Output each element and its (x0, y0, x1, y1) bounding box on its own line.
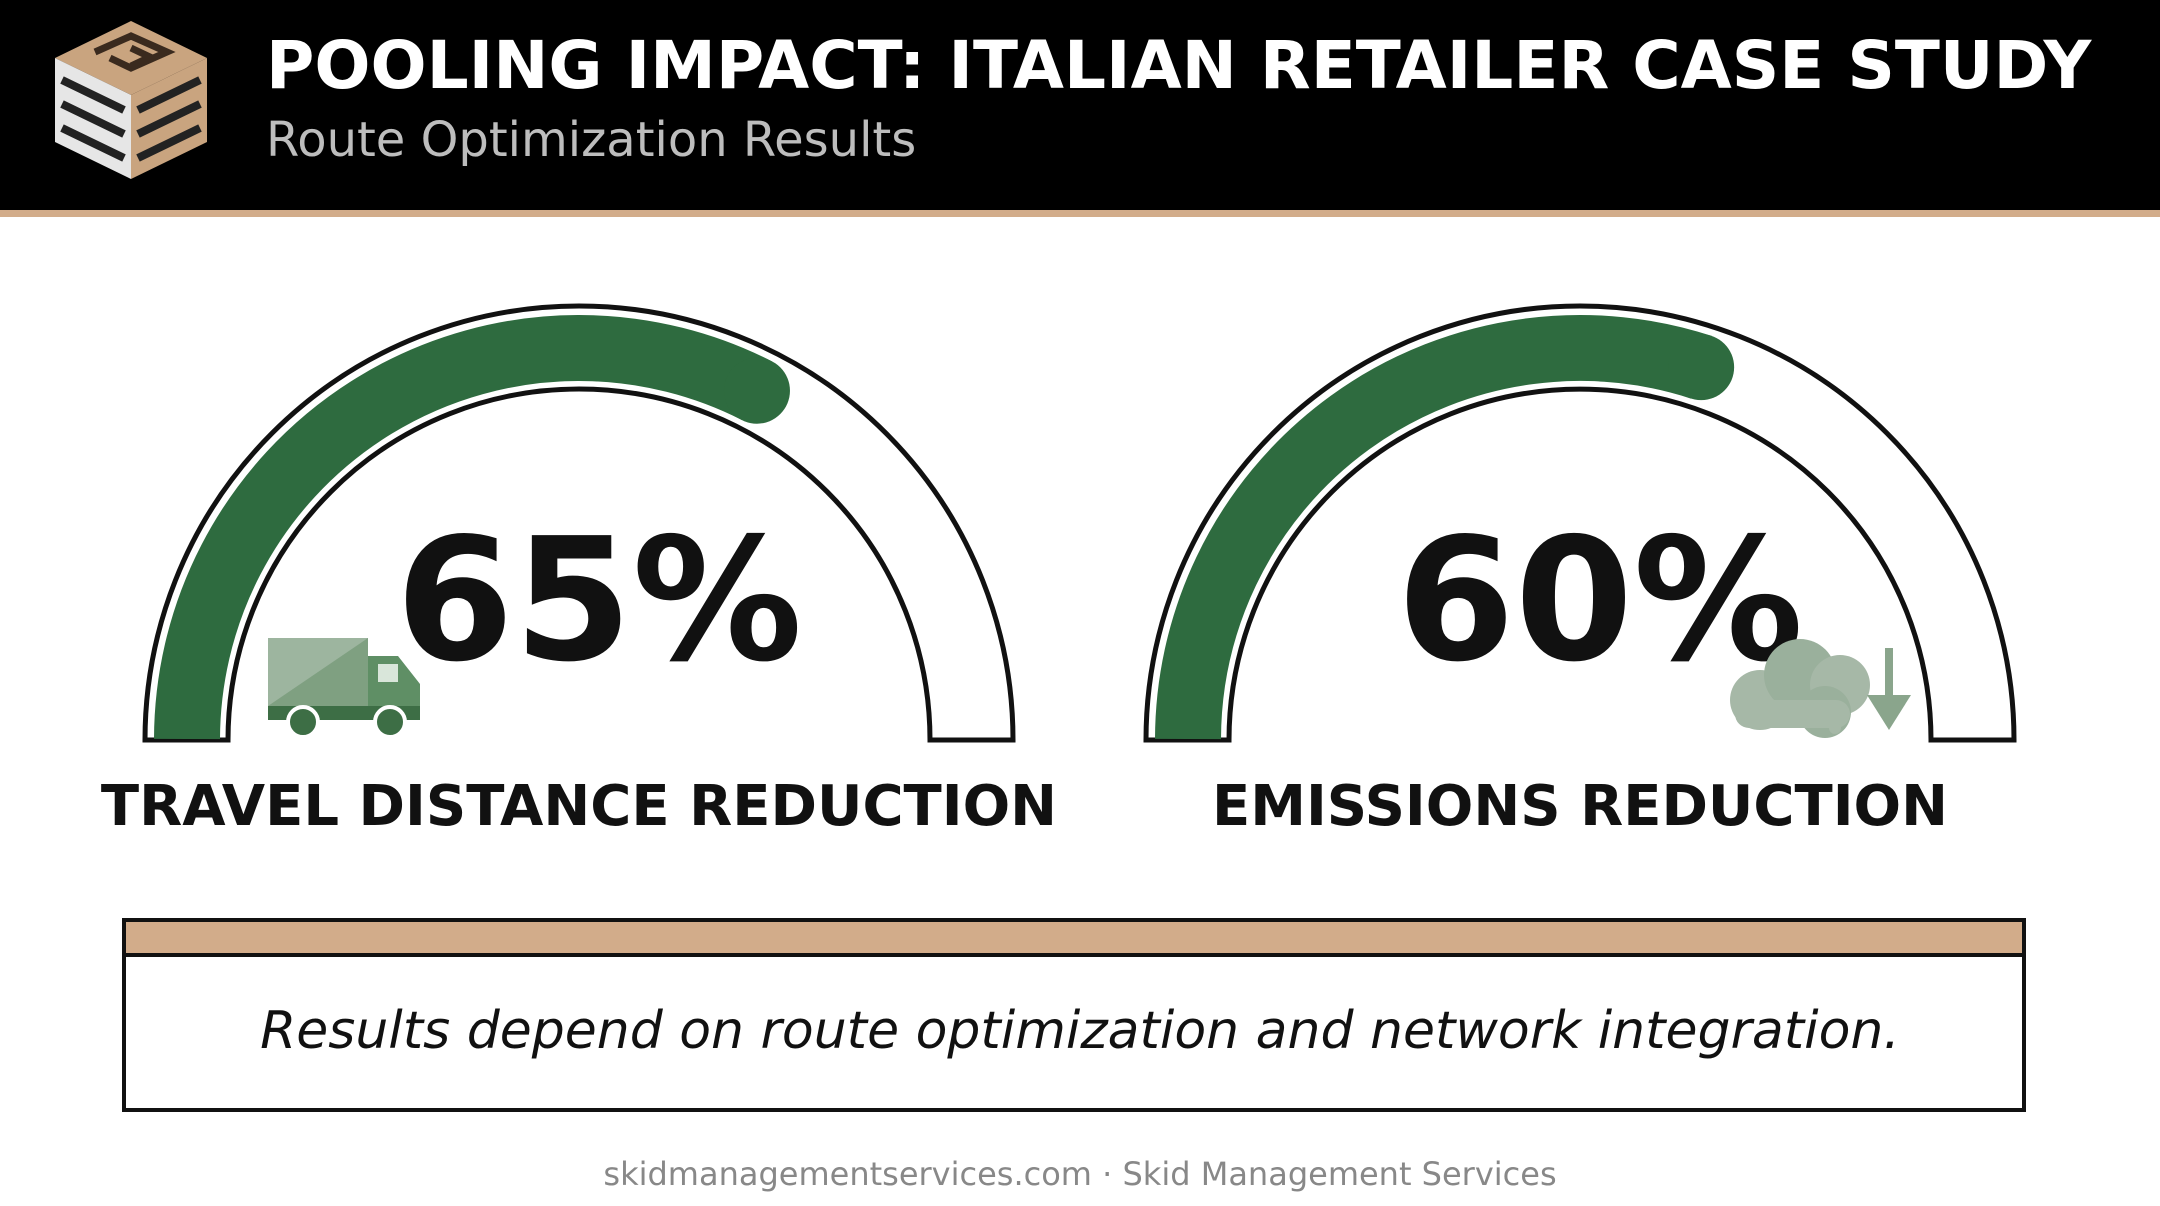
gauge-title: TRAVEL DISTANCE REDUCTION (101, 774, 1057, 839)
subtitle: Route Optimization Results (266, 112, 916, 168)
header-bar (0, 0, 2160, 210)
note: Results depend on route optimization and… (260, 1001, 1900, 1061)
note-band (126, 922, 2022, 955)
truck-icon (268, 638, 420, 739)
gauge: 65% TRAVEL DISTANCE REDUCTION (101, 303, 1057, 839)
header-rule (0, 210, 2160, 217)
gauge: 60% EMISSIONS REDUCTION (1143, 303, 2017, 839)
gauge-fill-cap (1668, 334, 1735, 401)
gauge-fill (1155, 315, 1712, 740)
gauge-fill (154, 315, 772, 740)
cloud-icon (1730, 639, 1911, 738)
logo (55, 21, 207, 179)
gauge-value-label: 65% (396, 502, 803, 700)
gauge-fill-cap (723, 357, 790, 424)
gauge-value-label: 60% (1397, 502, 1804, 700)
title: POOLING IMPACT: ITALIAN RETAILER CASE ST… (266, 27, 2092, 104)
footer: skidmanagementservices.com · Skid Manage… (603, 1155, 1556, 1193)
gauge-title: EMISSIONS REDUCTION (1212, 774, 1948, 839)
